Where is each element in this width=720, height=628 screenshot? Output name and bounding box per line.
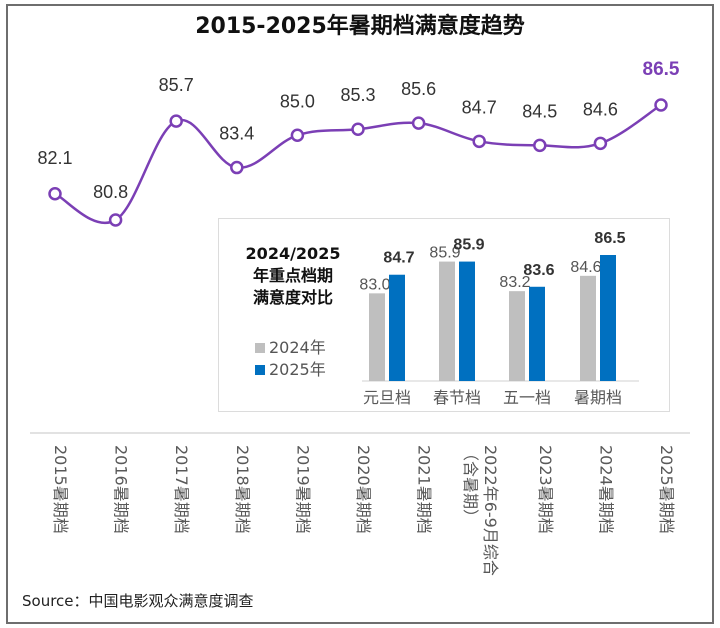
x-tick-label: 2016暑期档 [112, 445, 131, 534]
x-tick-label: 2018暑期档 [233, 445, 252, 534]
data-label: 85.7 [159, 75, 194, 95]
data-label: 82.1 [37, 148, 72, 168]
legend-label-2025: 2025年 [269, 360, 326, 379]
data-label: 85.6 [401, 79, 436, 99]
data-label: 84.6 [583, 99, 618, 119]
x-tick-label: 2025暑期档 [657, 445, 676, 534]
data-point-marker [230, 160, 244, 175]
inset-title-line: 2024/2025 [245, 244, 341, 263]
legend-swatch-2024 [255, 343, 265, 353]
series-line [54, 103, 662, 224]
data-label: 86.5 [643, 59, 680, 80]
bar-2025 [600, 255, 616, 381]
chart-title: 2015-2025年暑期档满意度趋势 [195, 14, 525, 39]
bar-data-label: 85.9 [453, 237, 484, 254]
data-point-marker [169, 114, 183, 128]
bar-2024 [439, 261, 455, 381]
bar-category-label: 五一档 [503, 388, 551, 407]
bar-2024 [369, 293, 385, 381]
data-point-marker [533, 138, 547, 153]
data-label: 85.0 [280, 91, 315, 111]
bar-chart-svg: 83.0 84.7 元旦档 85.985.9 春节档 83.283.6 五一档 84.6 86.… [359, 230, 639, 407]
data-point-marker [290, 128, 305, 143]
data-point-marker [472, 134, 486, 149]
x-tick-label: 2017暑期档 [172, 445, 191, 534]
legend-swatch-2025 [255, 365, 265, 375]
data-point-marker [411, 116, 426, 130]
inset-bar-chart: 2024/2025 年重点档期 满意度对比 2024年 2025年 83.0 84… [218, 218, 670, 412]
data-point-marker [654, 98, 668, 112]
bar-data-label: 83.2 [499, 274, 530, 291]
data-label: 84.5 [522, 101, 557, 121]
bar-2024 [580, 275, 596, 381]
bar-data-label: 83.6 [523, 262, 554, 279]
data-label: 85.3 [340, 85, 375, 105]
x-tick-label: 2023暑期档 [536, 445, 555, 534]
x-tick-label: 2024暑期档 [596, 445, 615, 534]
x-tick-label: 2021暑期档 [415, 445, 434, 534]
inset-title: 2024/2025 年重点档期 满意度对比 [231, 243, 355, 309]
x-tick-label: 2020暑期档 [354, 445, 373, 534]
inset-legend: 2024年 2025年 [255, 337, 326, 381]
data-label: 84.7 [462, 97, 497, 117]
bar-2025 [459, 261, 475, 381]
x-tick-label: （含暑期） [461, 445, 480, 525]
legend-item-2025: 2025年 [255, 359, 326, 381]
data-point-marker [593, 136, 608, 151]
bar-data-label: 84.7 [383, 250, 414, 267]
legend-label-2024: 2024年 [269, 338, 326, 357]
data-label: 80.8 [93, 182, 128, 202]
bar-2024 [509, 291, 525, 381]
data-label: 83.4 [219, 124, 254, 144]
inset-title-line: 满意度对比 [252, 288, 333, 307]
data-point-marker [351, 122, 365, 136]
x-tick-label: 2022年6-9月综合 [481, 445, 500, 576]
x-tick-label: 2019暑期档 [293, 445, 312, 534]
source-note: Source：中国电影观众满意度调查 [22, 592, 254, 610]
bar-category-label: 暑期档 [574, 388, 622, 407]
bar-data-label: 83.0 [359, 276, 390, 293]
data-point-marker [108, 213, 123, 227]
bar-category-label: 元旦档 [363, 388, 411, 407]
data-point-marker [48, 187, 62, 201]
inset-title-line: 年重点档期 [252, 266, 333, 285]
bar-category-label: 春节档 [433, 388, 481, 407]
x-tick-label: 2015暑期档 [51, 445, 70, 534]
bar-data-label: 84.6 [570, 259, 601, 276]
bar-2025 [529, 286, 545, 381]
bar-data-label: 86.5 [594, 230, 625, 247]
bar-data-label: 85.9 [429, 245, 460, 262]
bar-2025 [389, 274, 405, 381]
legend-item-2024: 2024年 [255, 337, 326, 359]
